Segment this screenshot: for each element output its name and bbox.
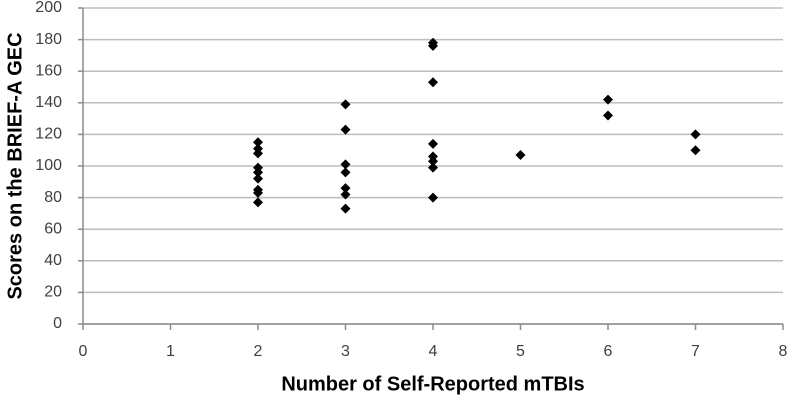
data-point [428, 138, 438, 149]
data-point [253, 167, 263, 178]
data-point [428, 40, 438, 51]
data-point [340, 189, 351, 200]
data-point [428, 162, 438, 173]
y-tick-label: 60 [44, 220, 62, 237]
x-tick-label: 8 [779, 343, 788, 360]
data-point [340, 124, 351, 135]
x-tick-label: 6 [604, 343, 613, 360]
data-point [340, 159, 351, 170]
y-tick-label: 160 [35, 62, 62, 79]
y-tick-label: 140 [35, 94, 62, 111]
x-tick-label: 1 [166, 343, 175, 360]
data-point [603, 94, 613, 105]
x-tick-label: 7 [691, 343, 700, 360]
data-point [253, 187, 263, 198]
y-axis-title: Scores on the BRIEF-A GEC [4, 32, 26, 299]
data-point [340, 167, 351, 178]
data-point [253, 137, 263, 148]
data-point [340, 203, 351, 214]
data-point [515, 149, 526, 160]
data-point [340, 183, 351, 194]
x-axis-title: Number of Self-Reported mTBIs [281, 373, 584, 395]
y-tick-label: 120 [35, 126, 62, 143]
data-point [428, 77, 438, 88]
data-point [428, 192, 438, 203]
y-tick-label: 200 [35, 0, 62, 16]
y-tick-label: 100 [35, 157, 62, 174]
data-point [428, 156, 438, 167]
x-tick-label: 3 [341, 343, 350, 360]
y-tick-label: 180 [35, 31, 62, 48]
x-tick-label: 0 [79, 343, 88, 360]
y-tick-label: 40 [44, 252, 62, 269]
x-tick-label: 5 [516, 343, 525, 360]
y-tick-label: 20 [44, 284, 62, 301]
x-tick-label: 4 [429, 343, 438, 360]
data-point [253, 148, 263, 159]
x-tick-label: 2 [254, 343, 263, 360]
data-point [253, 197, 263, 208]
data-point [603, 110, 613, 121]
data-point [690, 129, 701, 140]
y-tick-label: 80 [44, 189, 62, 206]
data-point [253, 173, 263, 184]
data-point [690, 145, 701, 156]
data-point [340, 99, 351, 110]
y-tick-label: 0 [53, 315, 62, 332]
